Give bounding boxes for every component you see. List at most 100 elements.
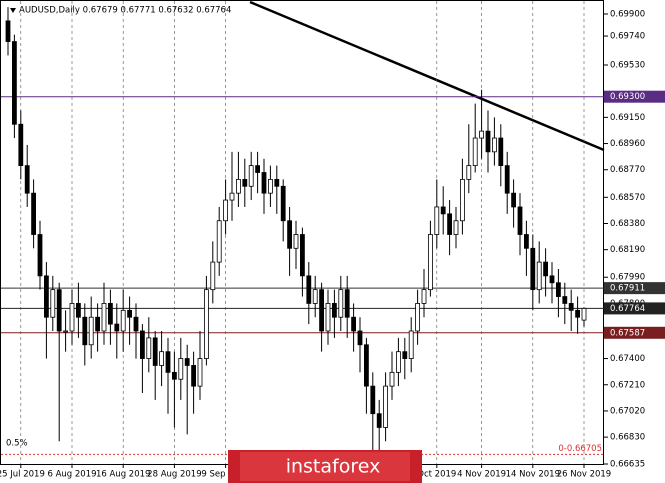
candle-body xyxy=(351,316,357,332)
candle-body xyxy=(255,165,261,173)
level-box xyxy=(604,90,665,103)
candle-body xyxy=(5,20,11,42)
candle-body xyxy=(517,206,523,235)
candle-body xyxy=(434,206,440,235)
candle-body xyxy=(235,178,241,194)
candle-body xyxy=(184,358,190,366)
candle-body xyxy=(114,323,120,332)
candle-body xyxy=(50,289,56,318)
x-tick-label: 25 Jul 2019 xyxy=(0,470,45,480)
candle-body xyxy=(319,289,325,332)
x-tick-label: 28 Aug 2019 xyxy=(147,470,201,480)
candle-body xyxy=(402,351,408,359)
candle-body xyxy=(363,344,369,387)
candle-body xyxy=(191,365,197,387)
watermark: instaforex xyxy=(228,450,422,483)
y-tick-label: 0.67020 xyxy=(610,406,645,416)
y-tick-label: 0.67210 xyxy=(610,380,645,390)
candle-body xyxy=(344,289,350,318)
candle-body xyxy=(178,358,184,380)
y-tick-label: 0.68190 xyxy=(610,245,645,255)
candle-body xyxy=(549,275,555,284)
candle-body xyxy=(63,330,68,333)
x-tick-label: Oct 2019 xyxy=(417,470,456,480)
candle-body xyxy=(242,178,248,187)
level-box xyxy=(604,282,665,295)
x-tick-label: 9 Sep 2019 xyxy=(201,470,249,480)
candle-body xyxy=(575,309,580,318)
candle-body xyxy=(95,316,100,332)
candle-body xyxy=(159,351,165,366)
candle-body xyxy=(146,337,152,359)
candle-body xyxy=(69,303,75,332)
candle-body xyxy=(261,172,267,194)
y-tick-label: 0.67990 xyxy=(610,273,645,283)
x-tick-label: 6 Aug 2019 xyxy=(47,470,96,480)
fib-label: 0-0.66705 xyxy=(558,444,602,454)
candle-body xyxy=(479,130,485,139)
candle-body xyxy=(415,303,421,332)
level-box xyxy=(604,302,665,315)
trend-line xyxy=(249,0,605,152)
candle-body xyxy=(56,289,62,332)
y-tick-label: 0.69740 xyxy=(610,32,645,42)
candle-body xyxy=(543,261,548,277)
candle-body xyxy=(280,185,286,222)
candle-body xyxy=(376,413,382,428)
y-tick-label: 0.69900 xyxy=(610,10,645,20)
candle-body xyxy=(370,385,376,415)
candle-body xyxy=(331,303,337,318)
y-tick-label: 0.66635 xyxy=(610,460,645,470)
candle-body xyxy=(44,275,49,318)
candle-body xyxy=(210,261,216,291)
candle-body xyxy=(120,309,126,332)
candle-body xyxy=(530,247,536,291)
candle-body xyxy=(485,130,491,153)
candle-body xyxy=(511,192,517,208)
y-tick-label: 0.68770 xyxy=(610,165,645,175)
candle-body xyxy=(197,358,203,387)
candle-body xyxy=(568,303,574,311)
candle-body xyxy=(447,213,453,235)
candle-body xyxy=(299,234,305,277)
candle-body xyxy=(101,303,107,332)
candle-body xyxy=(536,261,542,291)
level-label: 0.69300 xyxy=(610,92,645,102)
candle-body xyxy=(466,165,472,180)
y-tick-label: 0.69150 xyxy=(610,113,645,123)
candle-body xyxy=(389,371,395,387)
y-tick-label: 0.68380 xyxy=(610,219,645,229)
x-tick-label: 4 Nov 2019 xyxy=(457,470,506,480)
candle-body xyxy=(152,337,158,366)
candle-body xyxy=(427,234,433,291)
candle-body xyxy=(18,123,24,167)
candle-body xyxy=(421,289,427,304)
candle-body xyxy=(11,41,17,125)
candle-body xyxy=(216,220,222,263)
candle-body xyxy=(37,234,43,277)
chart-title: AUDUSD,Daily 0.67679 0.67771 0.67632 0.6… xyxy=(19,6,231,16)
candle-body xyxy=(504,165,510,194)
candle-body xyxy=(229,192,235,201)
y-tick-label: 0.69530 xyxy=(610,60,645,70)
candle-body xyxy=(127,309,132,318)
level-label: 0.67764 xyxy=(610,304,645,314)
candle-body xyxy=(459,178,465,222)
candle-body xyxy=(338,289,344,318)
candle-body xyxy=(491,137,497,153)
candle-body xyxy=(274,178,280,187)
candle-body xyxy=(408,330,414,359)
candle-body xyxy=(472,137,478,167)
candle-body xyxy=(312,289,318,304)
candle-body xyxy=(325,303,331,332)
candle-body xyxy=(556,282,561,297)
candle-body xyxy=(139,330,145,359)
candle-body xyxy=(31,192,37,235)
candle-body xyxy=(498,137,504,167)
menu-arrow xyxy=(10,8,16,13)
candle-body xyxy=(223,199,229,222)
fib-note: 0.5% xyxy=(6,439,28,449)
